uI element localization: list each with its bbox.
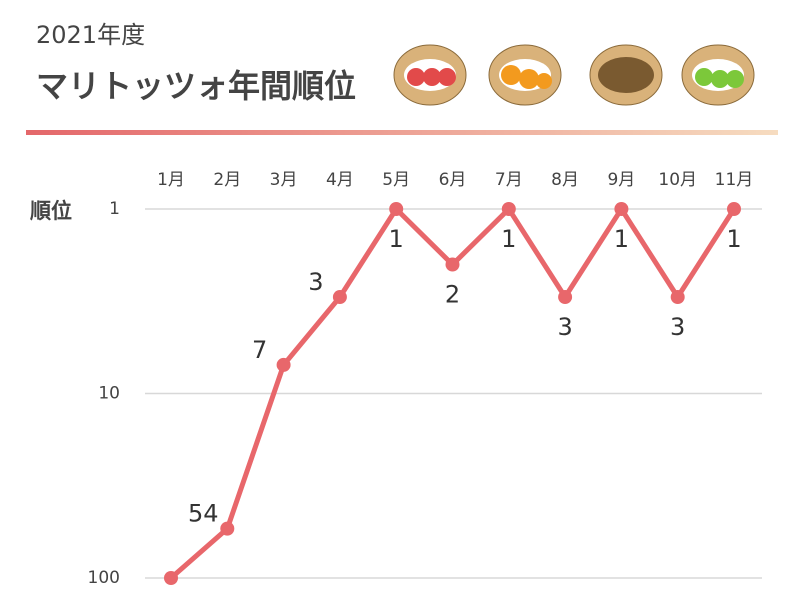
data-label: 54 bbox=[188, 500, 219, 528]
header-rule bbox=[26, 130, 778, 135]
y-tick-label: 1 bbox=[109, 199, 120, 219]
point bbox=[276, 357, 291, 372]
data-label: 3 bbox=[670, 313, 685, 341]
point bbox=[164, 571, 178, 585]
point bbox=[558, 290, 573, 305]
x-tick-label: 3月 bbox=[270, 170, 298, 190]
point bbox=[445, 257, 460, 272]
x-tick-label: 6月 bbox=[439, 170, 467, 190]
data-label: 3 bbox=[557, 313, 572, 341]
y-tick-label: 10 bbox=[98, 384, 120, 404]
y-tick-label: 100 bbox=[88, 568, 120, 588]
data-label: 2 bbox=[445, 281, 460, 309]
x-tick-label: 7月 bbox=[495, 170, 523, 190]
x-tick-label: 9月 bbox=[607, 170, 635, 190]
y-axis-label: 順位 bbox=[30, 199, 72, 223]
x-tick-label: 11月 bbox=[715, 170, 754, 190]
x-tick-label: 1月 bbox=[157, 170, 185, 190]
point bbox=[332, 290, 347, 305]
data-label: 1 bbox=[614, 225, 629, 253]
x-tick-label: 2月 bbox=[213, 170, 241, 190]
point bbox=[501, 202, 516, 216]
x-tick-label: 8月 bbox=[551, 170, 579, 190]
data-label: 1 bbox=[726, 225, 741, 253]
point bbox=[727, 202, 741, 216]
point bbox=[389, 202, 404, 216]
point bbox=[670, 290, 685, 305]
data-label: 7 bbox=[252, 336, 267, 364]
decoration bbox=[393, 44, 755, 106]
data-label: 1 bbox=[389, 225, 404, 253]
x-tick-label: 5月 bbox=[382, 170, 410, 190]
data-label: 1 bbox=[501, 225, 516, 253]
chart-title: マリトッツォ年間順位 bbox=[36, 67, 356, 105]
x-tick-label: 4月 bbox=[326, 170, 354, 190]
point bbox=[614, 202, 629, 216]
point bbox=[220, 521, 235, 536]
data-label: 3 bbox=[308, 268, 323, 296]
x-tick-label: 10月 bbox=[658, 170, 697, 190]
chart-subtitle: 2021年度 bbox=[36, 21, 145, 49]
